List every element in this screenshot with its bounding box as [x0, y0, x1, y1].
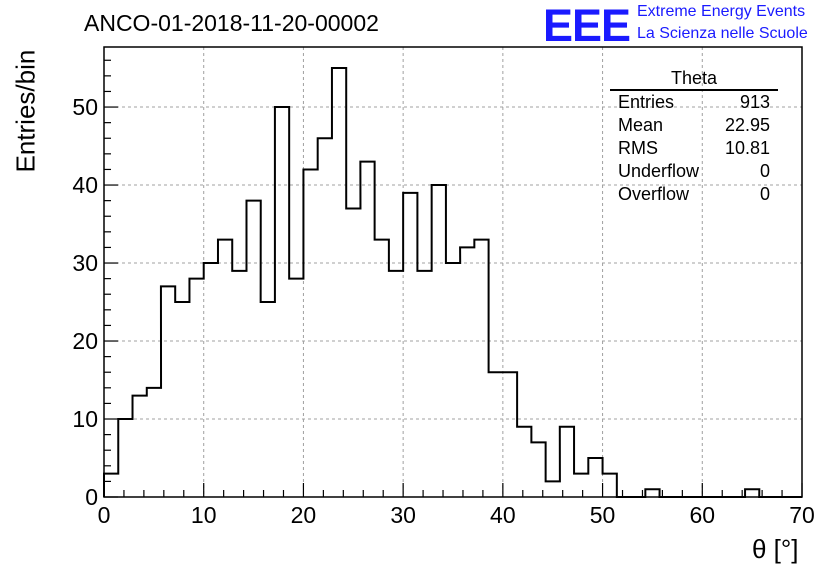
x-tick-label: 10: [191, 502, 217, 528]
histogram-bin: [147, 388, 161, 497]
stats-value: 22.95: [724, 115, 770, 135]
stats-label: Mean: [618, 115, 664, 135]
histogram-bin: [175, 302, 189, 497]
x-tick-label: 0: [98, 502, 111, 528]
chart-title: ANCO-01-2018-11-20-00002: [84, 10, 379, 36]
stats-value: 10.81: [724, 138, 770, 158]
histogram-bin: [417, 271, 431, 497]
histogram-bin: [189, 279, 203, 497]
histogram-bin: [133, 396, 147, 497]
histogram-bin: [218, 240, 232, 497]
stats-row: Underflow 0: [610, 160, 778, 183]
histogram-bin: [389, 271, 403, 497]
histogram-bin: [118, 419, 132, 497]
x-tick-label: 50: [590, 502, 616, 528]
y-tick-label: 0: [85, 484, 98, 510]
histogram-bin: [531, 442, 545, 497]
stats-value: 0: [759, 161, 770, 181]
plot-frame: [103, 46, 803, 498]
histogram-bin: [246, 201, 260, 497]
x-tick-label: 60: [689, 502, 715, 528]
histogram-bin: [489, 372, 503, 497]
axis-tick-labels: 0 10 20 30 40 50 60 70 0 10 20 30 40 50: [72, 94, 814, 528]
histogram-bin: [574, 474, 588, 497]
y-tick-label: 20: [72, 328, 98, 354]
histogram-bin: [318, 138, 332, 497]
histogram-bin: [446, 263, 460, 497]
histogram-bin: [360, 162, 374, 497]
stats-row: Entries 913: [610, 91, 778, 114]
histogram-bin: [261, 302, 275, 497]
histogram-bin: [204, 263, 218, 497]
y-tick-label: 40: [72, 172, 98, 198]
stats-value: 913: [739, 92, 770, 112]
grid: [104, 47, 802, 497]
logo-text-line-1: Extreme Energy Events: [637, 3, 806, 20]
stats-label: Entries: [618, 92, 675, 112]
histogram-bin: [375, 240, 389, 497]
histogram-bin: [560, 427, 574, 497]
y-tick-label: 50: [72, 94, 98, 120]
eee-logo-mark: EEE: [543, 0, 631, 51]
histogram-bin: [161, 286, 175, 497]
stats-title: Theta: [610, 67, 778, 91]
y-tick-label: 30: [72, 250, 98, 276]
x-tick-label: 20: [291, 502, 317, 528]
histogram-bin: [588, 458, 602, 497]
x-axis-label: θ [°]: [752, 534, 799, 564]
stats-row: RMS 10.81: [610, 137, 778, 160]
histogram-bin: [546, 481, 560, 497]
stats-row: Overflow 0: [610, 183, 778, 206]
histogram-bin: [503, 372, 517, 497]
logo-text-line-2: La Scienza nelle Scuole: [637, 25, 808, 42]
histogram-bin: [603, 474, 617, 497]
x-tick-label: 30: [390, 502, 416, 528]
y-axis-label: Entries/bin: [10, 49, 41, 173]
histogram-bin: [745, 489, 759, 497]
histogram-step-line: [103, 67, 802, 498]
stats-label: Overflow: [618, 184, 690, 204]
stats-value: 0: [759, 184, 770, 204]
histogram-bin: [289, 279, 303, 497]
histogram-bin: [460, 247, 474, 497]
histogram-bin: [645, 489, 659, 497]
stats-label: RMS: [618, 138, 658, 158]
histogram-bin: [104, 474, 118, 497]
histogram-bin: [517, 427, 531, 497]
histogram-bin: [432, 185, 446, 497]
histogram-bin: [332, 68, 346, 497]
stats-label: Underflow: [618, 161, 700, 181]
histogram-bin: [474, 240, 488, 497]
stats-row: Mean 22.95: [610, 114, 778, 137]
x-tick-label: 70: [789, 502, 815, 528]
y-tick-label: 10: [72, 406, 98, 432]
histogram-bin: [346, 208, 360, 497]
histogram-bin: [275, 107, 289, 497]
histogram-bin: [232, 271, 246, 497]
x-tick-label: 40: [490, 502, 516, 528]
histogram-bin: [403, 193, 417, 497]
histogram-bin: [303, 169, 317, 497]
stats-box: Theta Entries 913 Mean 22.95 RMS 10.81 U…: [610, 67, 778, 206]
